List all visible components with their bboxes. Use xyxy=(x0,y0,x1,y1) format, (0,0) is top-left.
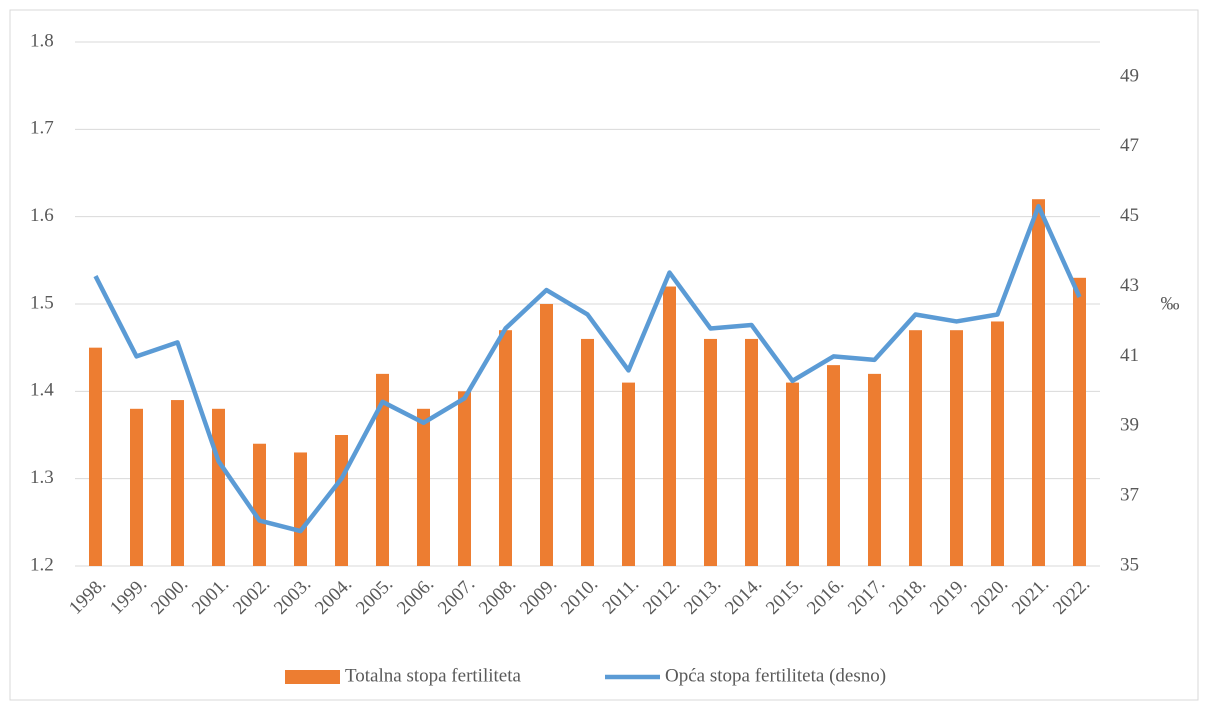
x-tick-label: 2008. xyxy=(475,574,520,619)
bar xyxy=(253,443,266,566)
bar xyxy=(745,338,758,566)
bar xyxy=(1032,199,1045,566)
x-tick-label: 2009. xyxy=(516,574,561,619)
bar xyxy=(622,382,635,566)
y-tick-label: 1.2 xyxy=(30,554,54,575)
y-tick-label: 1.8 xyxy=(30,30,54,51)
line xyxy=(93,203,1082,534)
bar xyxy=(950,330,963,566)
bar xyxy=(786,382,799,566)
bar xyxy=(909,330,922,566)
x-tick-label: 2013. xyxy=(680,574,725,619)
y2-tick-label: 43 xyxy=(1120,275,1139,296)
y2-tick-label: 39 xyxy=(1120,415,1139,436)
bar xyxy=(663,286,676,566)
bar xyxy=(499,330,512,566)
x-tick-label: 2007. xyxy=(434,574,479,619)
bar xyxy=(827,365,840,566)
x-tick-label: 2011. xyxy=(599,574,644,619)
x-tick-label: 2022. xyxy=(1049,574,1094,619)
y-tick-label: 1.3 xyxy=(30,467,54,488)
x-tick-label: 1998. xyxy=(65,574,110,619)
y2-tick-label: 45 xyxy=(1120,205,1139,226)
x-tick-label: 2002. xyxy=(229,574,274,619)
bar xyxy=(1073,277,1086,566)
x-tick-label: 2016. xyxy=(803,574,848,619)
bar xyxy=(991,321,1004,566)
x-tick-label: 1999. xyxy=(106,574,151,619)
bar xyxy=(704,338,717,566)
x-tick-label: 2017. xyxy=(844,574,889,619)
bar xyxy=(171,400,184,566)
x-tick-label: 2020. xyxy=(967,574,1012,619)
x-tick-label: 2006. xyxy=(393,574,438,619)
bar xyxy=(868,373,881,566)
x-tick-label: 2001. xyxy=(188,574,233,619)
bar xyxy=(335,435,348,566)
x-tick-label: 2021. xyxy=(1008,574,1053,619)
y2-tick-label: 49 xyxy=(1120,65,1139,86)
y-tick-label: 1.4 xyxy=(30,380,54,401)
bar xyxy=(458,391,471,566)
bar xyxy=(89,347,102,566)
y-tick-label: 1.6 xyxy=(30,205,54,226)
bar xyxy=(130,408,143,566)
x-tick-label: 2005. xyxy=(352,574,397,619)
legend-label: Opća stopa fertiliteta (desno) xyxy=(665,665,886,686)
y-tick-label: 1.7 xyxy=(30,118,54,139)
bar xyxy=(294,452,307,566)
x-tick-label: 2004. xyxy=(311,574,356,619)
x-tick-label: 2019. xyxy=(926,574,971,619)
y2-tick-label: 47 xyxy=(1120,135,1139,156)
bar xyxy=(212,408,225,566)
x-tick-label: 2014. xyxy=(721,574,766,619)
x-tick-label: 2012. xyxy=(639,574,684,619)
y2-tick-label: 37 xyxy=(1120,484,1139,505)
bar xyxy=(417,408,430,566)
bar xyxy=(376,373,389,566)
y-tick-label: 1.5 xyxy=(30,292,54,313)
x-tick-label: 2018. xyxy=(885,574,930,619)
y2-axis-label: ‰ xyxy=(1161,293,1180,314)
legend-swatch xyxy=(285,670,340,684)
x-tick-label: 2000. xyxy=(147,574,192,619)
y2-tick-label: 35 xyxy=(1120,554,1139,575)
y2-tick-label: 41 xyxy=(1120,345,1139,366)
bar xyxy=(540,304,553,566)
bar xyxy=(581,338,594,566)
x-tick-label: 2015. xyxy=(762,574,807,619)
x-tick-label: 2003. xyxy=(270,574,315,619)
legend-label: Totalna stopa fertiliteta xyxy=(345,665,522,686)
chart-border xyxy=(9,9,1199,701)
x-tick-label: 2010. xyxy=(557,574,602,619)
